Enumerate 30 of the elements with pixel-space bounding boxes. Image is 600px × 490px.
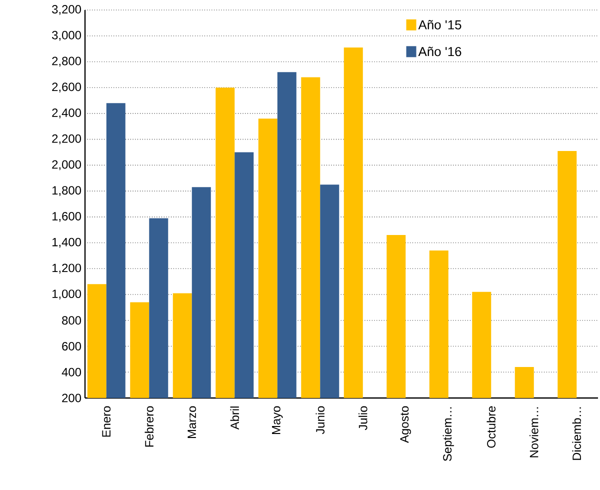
y-tick-label: 1,600 [52,212,82,222]
y-tick-label: 800 [62,316,82,325]
y-tick-label: 2,400 [52,108,82,118]
x-tick-label: Diciemb… [572,407,582,460]
legend-label: Año '15 [418,20,462,30]
x-tick-label: Febrero [144,406,154,447]
y-tick-label: 1,400 [52,238,82,248]
x-tick-label: Agosto [400,406,411,443]
x-tick-label: Mayo [272,406,283,434]
y-tick-label: 2,800 [52,56,82,67]
y-tick-label: 2,000 [52,160,82,170]
y-tick-label: 400 [62,368,82,376]
y-tick-label: 600 [62,342,82,350]
x-tick-label: Noviem… [530,407,538,458]
x-tick-label: Marzo [188,406,196,438]
y-tick-label: 1,000 [52,290,82,300]
y-tick-label: 2,200 [52,134,82,144]
legend-label: Año '16 [418,46,462,56]
y-tick-label: 1,800 [52,186,82,196]
x-tick-label: Junio [316,406,325,434]
x-tick-label: Septiem… [442,407,454,462]
y-tick-label: 200 [62,394,82,402]
y-tick-label: 2,600 [52,82,82,93]
y-tick-label: 3,200 [52,5,82,15]
y-tick-label: 1,200 [52,264,82,274]
x-tick-label: Enero [102,406,111,437]
x-tick-label: Octubre [486,406,496,448]
x-tick-label: Abril [230,406,240,430]
x-tick-label: Julio [358,406,368,430]
y-tick-label: 3,000 [52,30,82,41]
